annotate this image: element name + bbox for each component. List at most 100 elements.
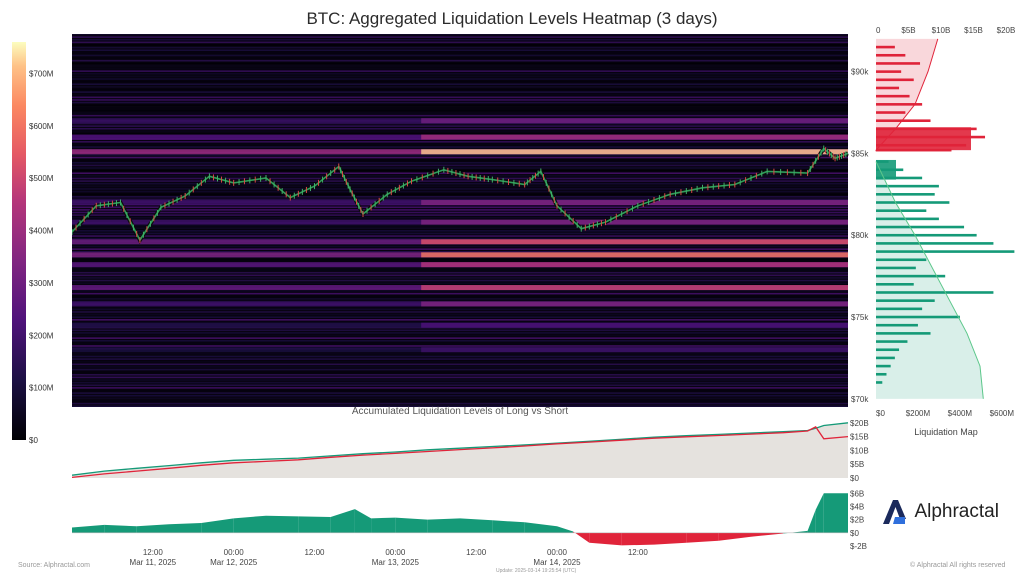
- heatmap-stripe: [72, 316, 848, 319]
- short-liquidation-bar: [876, 62, 921, 65]
- heatmap-stripe: [72, 363, 848, 366]
- long-liquidation-bar: [876, 340, 908, 343]
- heatmap-stripe: [72, 154, 848, 156]
- heatmap-stripe: [72, 57, 848, 59]
- heatmap-stripe: [72, 298, 848, 300]
- colorbar: $0 $100M $200M $300M $400M $500M $600M $700M: [12, 42, 54, 445]
- colorbar-tick-label: $700M: [29, 69, 54, 78]
- time-tick-time: 12:00: [304, 548, 325, 557]
- heatmap-band: [72, 252, 848, 258]
- heatmap-stripe: [72, 368, 848, 371]
- chart-title: BTC: Aggregated Liquidation Levels Heatm…: [306, 9, 718, 28]
- heatmap-stripe: [72, 237, 848, 240]
- heatmap-stripe: [72, 161, 848, 164]
- liquidation-map: 0 $5B $10B $15B $20B $0 $200M $400M $600M Liqui…: [875, 26, 1016, 437]
- heatmap-stripe: [72, 130, 848, 133]
- heatmap-stripe: [72, 180, 848, 182]
- long-liquidation-bar: [876, 242, 994, 245]
- heatmap-stripe: [72, 99, 848, 101]
- time-tick: 12:00: [275, 548, 355, 558]
- heatmap-band-hot: [421, 200, 848, 206]
- heatmap-stripe: [72, 146, 848, 148]
- time-tick-time: 00:00: [385, 548, 406, 557]
- heatmap-stripe: [72, 224, 848, 227]
- heatmap-stripe: [72, 373, 848, 376]
- long-liquidation-bar: [876, 233, 977, 237]
- heatmap-stripe: [72, 75, 848, 78]
- heatmap-stripe: [72, 67, 848, 70]
- delta-positive-segment: [233, 515, 266, 533]
- heatmap-stripe: [72, 143, 848, 146]
- long-liquidation-bar: [876, 176, 923, 180]
- heatmap-stripe: [72, 125, 848, 127]
- heatmap-stripe: [72, 271, 848, 274]
- long-liquidation-bar: [876, 250, 1015, 253]
- heatmap-band: [72, 239, 848, 245]
- colorbar-gradient: [12, 42, 26, 440]
- delta-positive-segment: [136, 524, 169, 533]
- heatmap-stripe: [72, 83, 848, 86]
- time-axis: 12:00 Mar 11, 2025 00:00 Mar 12, 2025 12:00 0…: [72, 548, 848, 570]
- heatmap-stripe: [72, 114, 848, 117]
- heatmap-stripe: [72, 376, 848, 379]
- long-liquidation-bar: [876, 381, 883, 384]
- accumulated-tick-label: $10B: [850, 446, 869, 455]
- short-accumulated-line: [72, 426, 849, 479]
- heatmap-stripe: [72, 72, 848, 75]
- heatmap-band: [72, 149, 848, 155]
- heatmap-band-hot: [421, 347, 848, 353]
- heatmap-stripe: [72, 235, 848, 237]
- short-liquidation-bar: [876, 111, 906, 114]
- heatmap-stripe: [72, 62, 848, 65]
- heatmap-stripe: [72, 36, 848, 38]
- heatmap-band-hot: [421, 301, 848, 307]
- time-tick-time: 12:00: [466, 548, 487, 557]
- long-liquidation-bar: [876, 184, 939, 188]
- delta-positive-segment: [104, 524, 137, 533]
- heatmap-band: [72, 200, 848, 206]
- heatmap-stripe: [72, 195, 848, 198]
- time-tick-date: Mar 14, 2025: [533, 558, 581, 567]
- heatmap-stripe: [72, 389, 848, 392]
- heatmap-band-hot: [421, 219, 848, 225]
- heatmap-stripe: [72, 141, 848, 143]
- heatmap-stripe: [72, 65, 848, 67]
- heatmap-stripe: [72, 96, 848, 99]
- long-liquidation-bar: [876, 266, 916, 270]
- heatmap-band-hot: [421, 252, 848, 258]
- accumulated-tick-label: $5B: [850, 460, 864, 469]
- heatmap-stripe: [72, 334, 848, 337]
- heatmap-stripe: [72, 329, 848, 332]
- long-liquidation-bar: [876, 209, 927, 212]
- heatmap-band-hot: [421, 322, 848, 328]
- heatmap-stripe: [72, 305, 848, 308]
- liquidation-map-top-tick: 0: [876, 26, 881, 35]
- heatmap-stripe: [72, 46, 848, 49]
- heatmap-stripe: [72, 190, 848, 193]
- long-liquidation-bar: [876, 274, 946, 278]
- accumulated-tick-label: $20B: [850, 419, 869, 428]
- long-cumulative-line: [875, 161, 984, 399]
- heatmap-stripe: [72, 133, 848, 135]
- accumulated-title: Accumulated Liquidation Levels of Long v…: [352, 406, 568, 417]
- long-liquidation-bar: [876, 283, 914, 286]
- liquidation-map-top-tick: $20B: [997, 26, 1016, 35]
- heatmap-stripe: [72, 295, 848, 298]
- delta-positive-segment: [266, 515, 299, 533]
- delta-negative-segment: [621, 532, 654, 546]
- heatmap-stripe: [72, 355, 848, 358]
- heatmap-stripe: [72, 193, 848, 195]
- heatmap-stripe: [72, 54, 848, 57]
- heatmap-stripe: [72, 185, 848, 188]
- accumulated-tick-label: $0: [850, 474, 859, 483]
- heatmap-stripe: [72, 59, 848, 62]
- heatmap-stripe: [72, 342, 848, 345]
- delta-tick-label: $4B: [850, 502, 864, 511]
- heatmap-stripe: [72, 332, 848, 334]
- time-tick-time: 00:00: [546, 548, 568, 557]
- heatmap-stripe: [72, 182, 848, 185]
- delta-positive-segment: [427, 518, 460, 533]
- long-liquidation-bar: [876, 372, 887, 376]
- delta-tick-label: $2B: [850, 516, 864, 525]
- alphractal-logo-text: Alphractal: [914, 501, 999, 522]
